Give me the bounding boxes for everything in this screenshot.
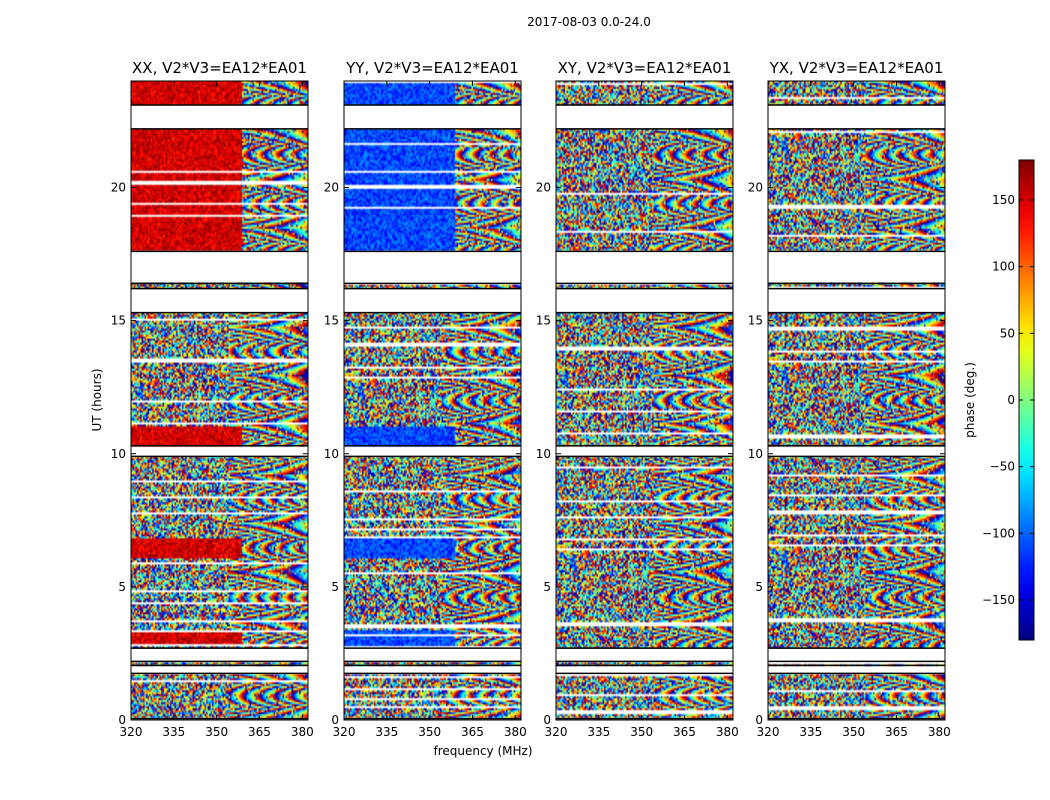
xtick-label-yx-365: 365 <box>885 725 908 739</box>
xtick-label-yx-380: 380 <box>928 725 951 739</box>
xtick-label-xx-335: 335 <box>162 725 185 739</box>
panels-group: XX, V2*V3=EA12*EA01 320 335 350 365 380 0 5 10 15… <box>111 59 951 739</box>
xtick-label-yy-335: 335 <box>375 725 398 739</box>
panel-title-xy: XY, V2*V3=EA12*EA01 <box>558 59 732 77</box>
ytick-label-yx-10: 10 <box>748 447 763 461</box>
ytick-label-yy-10: 10 <box>324 447 339 461</box>
y-axis-label: UT (hours) <box>90 368 104 431</box>
heatmap-xx <box>131 81 308 720</box>
xtick-label-yy-320: 320 <box>333 725 356 739</box>
cbar-tick-label-5: 100 <box>992 260 1015 274</box>
xtick-label-xy-350: 350 <box>630 725 653 739</box>
frame-xx <box>130 80 309 721</box>
ytick-label-xy-0: 0 <box>543 713 551 727</box>
frame-xy <box>555 80 734 721</box>
xtick-label-xx-365: 365 <box>248 725 271 739</box>
heatmap-xy <box>556 81 733 720</box>
ytick-label-xy-15: 15 <box>536 314 551 328</box>
panel-xy: XY, V2*V3=EA12*EA01 320 335 350 365 380 0 5 10 15… <box>536 59 739 739</box>
colorbar: −150 −100 −50 0 50 100 150 <box>982 159 1035 641</box>
frame-yx <box>767 80 946 721</box>
cbar-tick-label-4: 50 <box>1000 326 1015 340</box>
ytick-label-xx-5: 5 <box>118 580 126 594</box>
ytick-label-xy-20: 20 <box>536 181 551 195</box>
cbar-tick-label-0: −150 <box>982 593 1015 607</box>
xtick-label-xx-380: 380 <box>291 725 314 739</box>
xtick-label-xy-320: 320 <box>545 725 568 739</box>
ytick-label-yx-0: 0 <box>755 713 763 727</box>
figure-suptitle: 2017-08-03 0.0-24.0 <box>527 15 651 29</box>
xtick-label-xy-335: 335 <box>587 725 610 739</box>
ytick-label-xx-0: 0 <box>118 713 126 727</box>
xtick-label-xx-320: 320 <box>120 725 143 739</box>
panel-title-yy: YY, V2*V3=EA12*EA01 <box>345 59 519 77</box>
xtick-label-yy-365: 365 <box>461 725 484 739</box>
xtick-label-yx-320: 320 <box>757 725 780 739</box>
panel-yx: YX, V2*V3=EA12*EA01 320 335 350 365 380 0 5 10 15… <box>748 59 951 739</box>
ytick-label-yy-20: 20 <box>324 181 339 195</box>
ytick-label-xx-15: 15 <box>111 314 126 328</box>
xtick-label-yx-335: 335 <box>799 725 822 739</box>
xtick-label-yy-380: 380 <box>504 725 527 739</box>
ytick-label-yx-15: 15 <box>748 314 763 328</box>
xtick-label-xy-380: 380 <box>716 725 739 739</box>
panel-title-yx: YX, V2*V3=EA12*EA01 <box>769 59 944 77</box>
ytick-label-xy-10: 10 <box>536 447 551 461</box>
cbar-tick-label-2: −50 <box>990 460 1015 474</box>
heatmap-yx <box>768 81 945 720</box>
cbar-tick-label-6: 150 <box>992 193 1015 207</box>
panel-title-xx: XX, V2*V3=EA12*EA01 <box>132 59 307 77</box>
heatmap-yy <box>344 81 521 720</box>
xtick-label-xx-350: 350 <box>205 725 228 739</box>
ytick-label-yy-5: 5 <box>331 580 339 594</box>
ytick-label-xx-10: 10 <box>111 447 126 461</box>
x-axis-label: frequency (MHz) <box>433 744 532 758</box>
ytick-label-yy-15: 15 <box>324 314 339 328</box>
frame-yy <box>343 80 522 721</box>
panel-xx: XX, V2*V3=EA12*EA01 320 335 350 365 380 0 5 10 15… <box>111 59 314 739</box>
xtick-label-xy-365: 365 <box>673 725 696 739</box>
cbar-tick-label-3: 0 <box>1007 393 1015 407</box>
panel-yy: YY, V2*V3=EA12*EA01 320 335 350 365 380 0 5 10 15… <box>324 59 527 739</box>
ytick-label-yy-0: 0 <box>331 713 339 727</box>
ytick-label-yx-5: 5 <box>755 580 763 594</box>
cbar-tick-label-1: −100 <box>982 526 1015 540</box>
colorbar-label: phase (deg.) <box>963 362 977 438</box>
ytick-label-yx-20: 20 <box>748 181 763 195</box>
ytick-label-xx-20: 20 <box>111 181 126 195</box>
xtick-label-yx-350: 350 <box>842 725 865 739</box>
xtick-label-yy-350: 350 <box>418 725 441 739</box>
ytick-label-xy-5: 5 <box>543 580 551 594</box>
